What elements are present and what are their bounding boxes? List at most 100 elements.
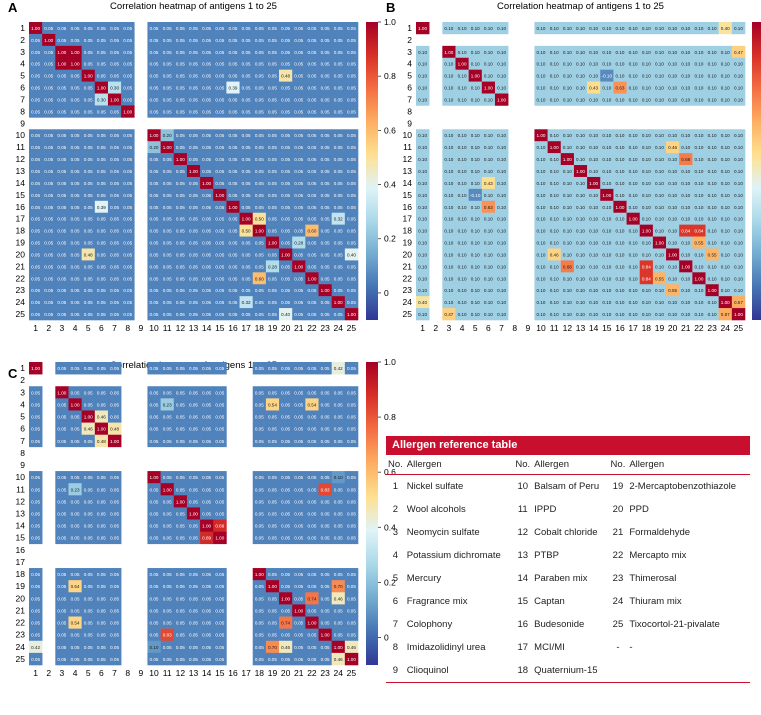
cell-value-label: 0.05 [110, 50, 119, 55]
heatmap-cell [121, 105, 135, 118]
heatmap-cell [173, 105, 188, 118]
cell-value-label: 0.10 [616, 181, 625, 186]
y-tick-label: 22 [16, 273, 26, 283]
cell-value-label: 0.10 [418, 288, 427, 293]
cell-value-label: 0.10 [655, 74, 664, 79]
cell-value-label: 0.05 [44, 205, 53, 210]
cell-value-label: 0.05 [176, 26, 185, 31]
cell-value-label: 0.10 [497, 288, 506, 293]
cell-value-label: 0.05 [242, 241, 251, 246]
cell-value-label: 0.05 [97, 217, 106, 222]
heatmap-cell [318, 57, 332, 70]
cell-value-label: 1.00 [484, 86, 493, 91]
cell-value-label: 0.05 [307, 633, 316, 638]
cell-value-label: 0.10 [458, 145, 467, 150]
cell-value-label: 0.05 [294, 572, 303, 577]
cell-value-label: 1.00 [255, 229, 264, 234]
cell-value-label: 0.05 [110, 193, 119, 198]
cell-value-label: 0.30 [110, 86, 119, 91]
cell-value-label: 0.05 [57, 427, 66, 432]
cell-value-label: 0.05 [150, 109, 159, 114]
cell-value-label: 0.05 [150, 536, 159, 541]
cell-value-label: 1.00 [31, 366, 40, 371]
heatmap-cell [318, 153, 332, 166]
cell-value-label: 0.05 [163, 109, 172, 114]
cell-value-label: 0.05 [150, 74, 159, 79]
cell-value-label: 0.10 [563, 145, 572, 150]
cell-value-label: 0.05 [110, 38, 119, 43]
x-tick-label: 1 [33, 668, 38, 678]
cell-value-label: 0.10 [629, 74, 638, 79]
cell-value-label: 0.10 [642, 217, 651, 222]
cell-value-label: 0.05 [31, 86, 40, 91]
heatmap-cell [81, 224, 96, 237]
cell-value-label: 0.05 [150, 427, 159, 432]
cell-value-label: 0.05 [163, 427, 172, 432]
cell-value-label: 0.10 [642, 26, 651, 31]
heatmap-cell [81, 141, 96, 154]
heatmap-cell [147, 33, 161, 47]
heatmap-cell [42, 69, 56, 82]
heatmap-cell [344, 224, 359, 237]
cell-value-label: 0.10 [576, 205, 585, 210]
heatmap-cell [94, 69, 109, 82]
cell-value-label: 0.05 [255, 74, 264, 79]
cell-value-label: 1.00 [163, 487, 172, 492]
heatmap-cell [252, 105, 267, 118]
cell-value-label: 0.05 [215, 157, 224, 162]
cell-value-label: 0.10 [576, 181, 585, 186]
cell-value-label: 0.10 [418, 252, 427, 257]
heatmap-cell [121, 224, 135, 237]
cell-value-label: 0.05 [84, 584, 93, 589]
cell-value-label: 1.00 [616, 205, 625, 210]
cell-value-label: 0.10 [418, 241, 427, 246]
heatmap-cell [121, 153, 135, 166]
cell-value-label: 0.05 [163, 157, 172, 162]
x-tick-label: 22 [307, 668, 317, 678]
heatmap-cell [29, 212, 43, 225]
cell-value-label: 0.10 [721, 157, 730, 162]
cell-value-label: 0.05 [163, 645, 172, 650]
cell-value-label: 0.05 [334, 181, 343, 186]
cell-value-label: 0.10 [418, 181, 427, 186]
cell-value-label: 0.10 [497, 300, 506, 305]
y-tick-label: 7 [407, 94, 412, 104]
cell-value-label: 0.05 [123, 145, 132, 150]
cell-value-label: 0.05 [31, 572, 40, 577]
cell-value-label: 0.10 [734, 97, 743, 102]
heatmap-cell [279, 224, 293, 237]
cell-value-label: 0.05 [321, 193, 330, 198]
heatmap-cell [147, 129, 161, 142]
heatmap-cell [331, 176, 346, 190]
cell-value-label: 0.05 [31, 608, 40, 613]
cell-value-label: 0.23 [163, 402, 172, 407]
cell-value-label: 0.05 [97, 366, 106, 371]
cell-value-label: 0.10 [471, 62, 480, 67]
heatmap-cell [29, 69, 43, 82]
cell-value-label: 0.10 [694, 62, 703, 67]
y-tick-label: 1 [20, 363, 25, 373]
cell-value-label: 0.10 [537, 205, 546, 210]
cell-value-label: 0.05 [242, 133, 251, 138]
heatmap-cell [200, 188, 214, 202]
heatmap-cell [81, 188, 96, 202]
cell-value-label: 0.10 [629, 50, 638, 55]
cell-value-label: 0.05 [307, 366, 316, 371]
cell-value-label: 0.05 [31, 657, 40, 662]
cell-value-label: 0.05 [307, 390, 316, 395]
heatmap-cell [292, 69, 306, 82]
cell-value-label: 0.10 [471, 264, 480, 269]
heatmap-cell [29, 176, 43, 190]
cell-value-label: 0.05 [57, 276, 66, 281]
cell-value-label: 0.10 [734, 229, 743, 234]
cell-value-label: 0.10 [471, 157, 480, 162]
cell-value-label: 0.10 [668, 193, 677, 198]
cell-value-label: 0.10 [668, 217, 677, 222]
cell-value-label: 0.05 [347, 390, 356, 395]
heatmap-cell [252, 81, 267, 94]
cell-value-label: 0.05 [57, 97, 66, 102]
x-tick-label: 7 [499, 323, 504, 333]
cell-value-label: 0.05 [307, 475, 316, 480]
heatmap-cell [121, 22, 135, 35]
cell-value-label: 0.05 [150, 390, 159, 395]
